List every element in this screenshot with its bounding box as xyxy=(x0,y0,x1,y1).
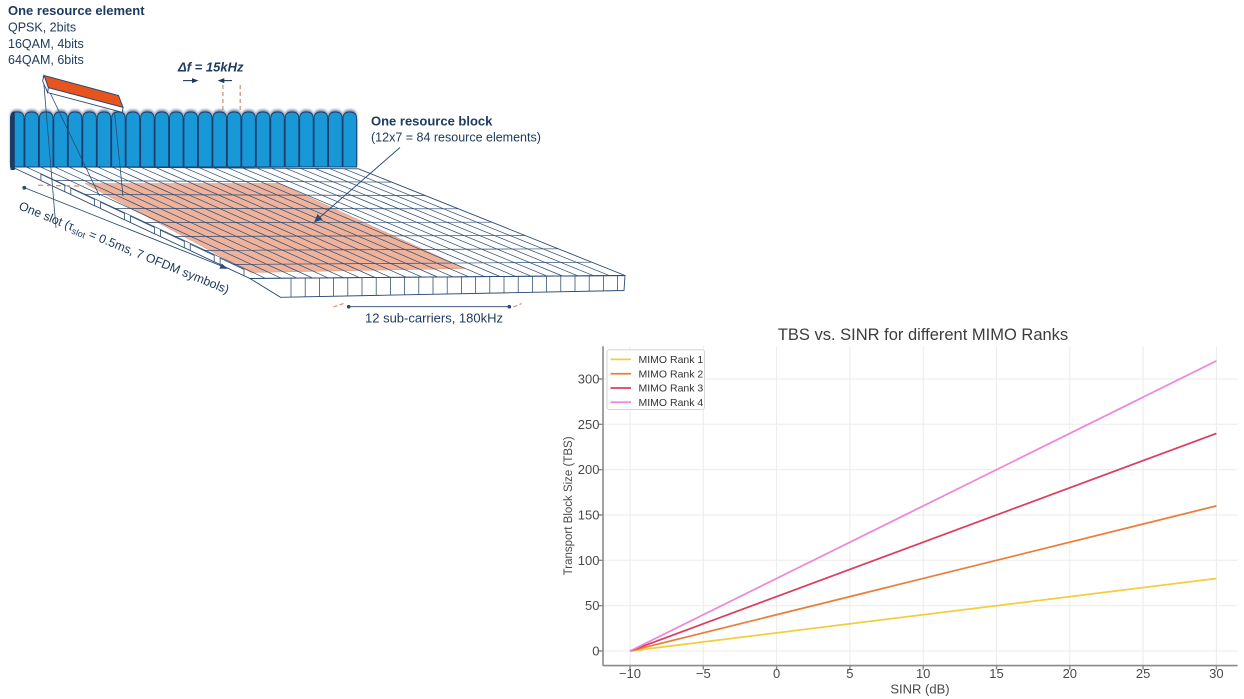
svg-text:MIMO Rank 3: MIMO Rank 3 xyxy=(639,383,704,395)
svg-text:30: 30 xyxy=(1209,666,1223,681)
svg-text:MIMO Rank 2: MIMO Rank 2 xyxy=(639,368,704,380)
svg-text:100: 100 xyxy=(578,553,600,568)
svg-text:TBS vs. SINR for different MIM: TBS vs. SINR for different MIMO Ranks xyxy=(778,326,1068,344)
svg-text:64QAM, 6bits: 64QAM, 6bits xyxy=(8,53,84,67)
svg-text:50: 50 xyxy=(585,598,599,613)
svg-text:20: 20 xyxy=(1063,666,1077,681)
svg-text:0: 0 xyxy=(773,666,780,681)
svg-text:Δf = 15kHz: Δf = 15kHz xyxy=(177,60,244,75)
svg-text:25: 25 xyxy=(1136,666,1150,681)
svg-text:One resource element: One resource element xyxy=(8,3,145,18)
svg-text:QPSK, 2bits: QPSK, 2bits xyxy=(8,21,76,35)
svg-text:(12x7 = 84 resource elements): (12x7 = 84 resource elements) xyxy=(371,131,541,145)
svg-text:MIMO Rank 1: MIMO Rank 1 xyxy=(639,354,704,366)
svg-text:5: 5 xyxy=(846,666,853,681)
svg-text:12 sub-carriers, 180kHz: 12 sub-carriers, 180kHz xyxy=(365,311,503,326)
svg-text:0: 0 xyxy=(592,644,599,659)
svg-text:300: 300 xyxy=(578,372,600,387)
svg-text:−5: −5 xyxy=(696,666,711,681)
svg-text:Transport Block Size (TBS): Transport Block Size (TBS) xyxy=(563,436,575,575)
svg-text:200: 200 xyxy=(578,462,600,477)
svg-text:−10: −10 xyxy=(619,666,641,681)
svg-text:150: 150 xyxy=(578,508,600,523)
svg-text:SINR (dB): SINR (dB) xyxy=(890,682,949,697)
svg-text:250: 250 xyxy=(578,417,600,432)
svg-text:16QAM, 4bits: 16QAM, 4bits xyxy=(8,37,84,51)
svg-text:One resource block: One resource block xyxy=(371,114,493,129)
svg-text:MIMO Rank 4: MIMO Rank 4 xyxy=(639,397,704,409)
svg-text:10: 10 xyxy=(916,666,930,681)
svg-text:15: 15 xyxy=(989,666,1003,681)
